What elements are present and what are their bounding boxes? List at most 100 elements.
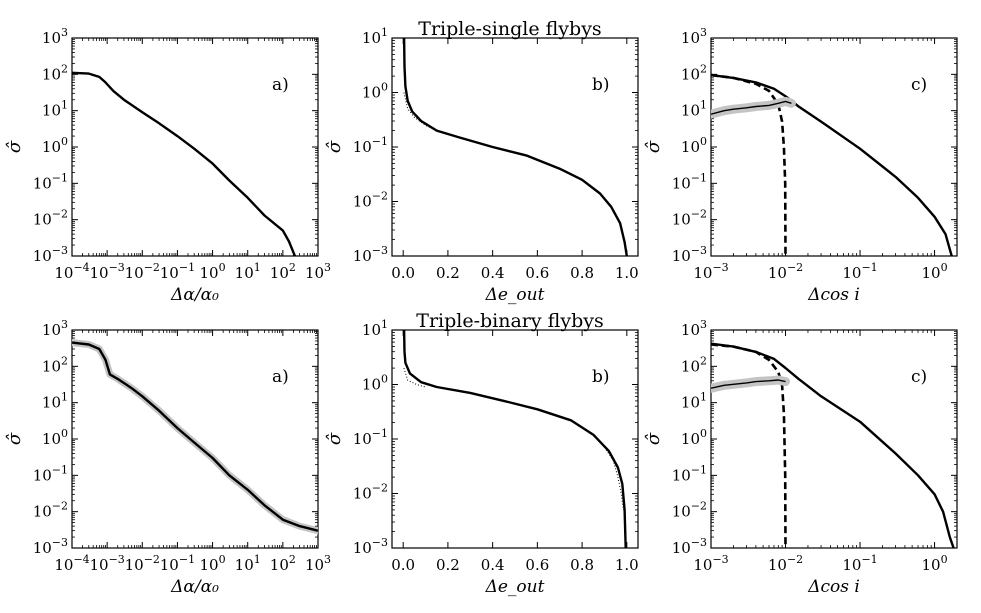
x-tick-label: 103 bbox=[305, 261, 331, 282]
x-tick-label: 100 bbox=[922, 553, 948, 574]
y-axis-label: σ̂ bbox=[643, 140, 664, 153]
series-line-main bbox=[72, 71, 297, 256]
x-tick-label: 0.8 bbox=[570, 556, 594, 574]
x-axis-label: Δα/α₀ bbox=[170, 577, 219, 597]
series-group bbox=[711, 342, 955, 548]
plot-frame bbox=[710, 329, 958, 549]
x-tick-label: 10−4 bbox=[54, 261, 89, 282]
x-axis-label: Δcos i bbox=[807, 285, 860, 305]
y-tick-label: 10−3 bbox=[353, 244, 388, 265]
x-tick-label: 0.0 bbox=[391, 264, 415, 282]
x-tick-label: 10−2 bbox=[125, 553, 160, 574]
series-group bbox=[72, 71, 297, 256]
y-tick-label: 10−1 bbox=[33, 171, 68, 192]
y-tick-label: 101 bbox=[42, 391, 68, 412]
panel-label: a) bbox=[272, 75, 289, 95]
series-line-main bbox=[402, 38, 628, 256]
series-line-solid-upper bbox=[711, 73, 953, 256]
x-tick-label: 1.0 bbox=[615, 556, 639, 574]
x-axis-label: Δcos i bbox=[807, 577, 860, 597]
y-tick-label: 10−3 bbox=[353, 536, 388, 557]
y-tick-label: 10−2 bbox=[33, 208, 68, 229]
x-tick-label: 10−3 bbox=[89, 553, 124, 574]
y-tick-label: 10−3 bbox=[33, 536, 68, 557]
y-tick-label: 103 bbox=[681, 26, 707, 47]
x-tick-label: 0.8 bbox=[570, 264, 594, 282]
y-tick-label: 101 bbox=[42, 99, 68, 120]
y-tick-label: 101 bbox=[362, 318, 388, 339]
series-group bbox=[402, 38, 628, 256]
y-tick-label: 10−2 bbox=[33, 500, 68, 521]
y-tick-label: 100 bbox=[42, 427, 68, 448]
y-tick-label: 103 bbox=[42, 318, 68, 339]
series-line-dotted bbox=[403, 92, 437, 132]
y-tick-label: 103 bbox=[681, 318, 707, 339]
y-tick-label: 102 bbox=[681, 354, 707, 375]
y-tick-label: 100 bbox=[362, 81, 388, 102]
y-axis-label: σ̂ bbox=[4, 140, 25, 153]
series-line-solid-thin bbox=[711, 100, 792, 115]
y-tick-label: 102 bbox=[42, 62, 68, 83]
y-tick-label: 102 bbox=[681, 62, 707, 83]
title-top: Triple-single flybys bbox=[418, 18, 601, 40]
x-tick-label: 10−3 bbox=[89, 261, 124, 282]
y-axis-label: σ̂ bbox=[324, 432, 345, 445]
plot-frame bbox=[71, 37, 319, 257]
series-line-dashed bbox=[711, 343, 787, 548]
y-tick-label: 10−2 bbox=[672, 500, 707, 521]
x-tick-label: 10−1 bbox=[160, 553, 195, 574]
y-tick-label: 103 bbox=[42, 26, 68, 47]
x-tick-label: 1.0 bbox=[615, 264, 639, 282]
series-line-main bbox=[402, 330, 627, 548]
x-tick-label: 10−3 bbox=[693, 553, 728, 574]
x-tick-label: 10−2 bbox=[125, 261, 160, 282]
y-tick-label: 100 bbox=[42, 135, 68, 156]
series-line-solid-thin bbox=[711, 379, 786, 389]
y-tick-label: 100 bbox=[681, 427, 707, 448]
title-bottom: Triple-binary flybys bbox=[416, 310, 603, 332]
panel-label: b) bbox=[592, 367, 610, 387]
x-tick-label: 0.4 bbox=[481, 264, 505, 282]
x-tick-label: 10−1 bbox=[160, 261, 195, 282]
series-line-dotted-low bbox=[403, 367, 426, 388]
y-tick-label: 10−3 bbox=[672, 536, 707, 557]
x-tick-label: 101 bbox=[235, 261, 261, 282]
y-tick-label: 10−1 bbox=[353, 135, 388, 156]
y-tick-label: 10−2 bbox=[353, 190, 388, 211]
y-tick-label: 10−1 bbox=[672, 463, 707, 484]
x-tick-label: 10−1 bbox=[842, 261, 877, 282]
x-axis-label: Δe_out bbox=[485, 285, 545, 305]
y-tick-label: 10−3 bbox=[672, 244, 707, 265]
x-tick-label: 100 bbox=[922, 261, 948, 282]
x-axis-label: Δα/α₀ bbox=[170, 285, 219, 305]
panel-2: 10−3 10−2 10−1 100 101 0.0 0.2 0.4 0.6 0.8 1.0 Δe_o… bbox=[324, 26, 639, 305]
y-axis-label: σ̂ bbox=[4, 432, 25, 445]
panel-5: 10−3 10−2 10−1 100 101 0.0 0.2 0.4 0.6 0.8 1.0 Δe_o… bbox=[324, 318, 639, 597]
y-tick-label: 101 bbox=[681, 99, 707, 120]
x-tick-label: 0.0 bbox=[391, 556, 415, 574]
x-tick-label: 102 bbox=[270, 261, 296, 282]
plot-frame bbox=[710, 37, 958, 257]
y-tick-label: 10−3 bbox=[33, 244, 68, 265]
panel-label: c) bbox=[911, 75, 927, 95]
x-tick-label: 103 bbox=[305, 553, 331, 574]
series-line-dotted-high bbox=[604, 447, 624, 510]
x-tick-label: 0.2 bbox=[436, 556, 460, 574]
series-line-main bbox=[72, 341, 318, 532]
panel-6: 10−3 10−2 10−1 100 101 102 103 10−3 10−2 10−1 100 Δ… bbox=[643, 318, 958, 597]
y-tick-label: 10−2 bbox=[353, 482, 388, 503]
x-tick-label: 0.4 bbox=[481, 556, 505, 574]
x-tick-label: 10−2 bbox=[768, 261, 803, 282]
x-tick-label: 101 bbox=[235, 553, 261, 574]
x-tick-label: 0.6 bbox=[525, 556, 549, 574]
x-tick-label: 0.6 bbox=[525, 264, 549, 282]
x-axis-label: Δe_out bbox=[485, 577, 545, 597]
y-tick-label: 10−1 bbox=[672, 171, 707, 192]
y-tick-label: 102 bbox=[42, 354, 68, 375]
y-axis-label: σ̂ bbox=[643, 432, 664, 445]
x-tick-label: 10−2 bbox=[768, 553, 803, 574]
y-tick-label: 10−1 bbox=[33, 463, 68, 484]
